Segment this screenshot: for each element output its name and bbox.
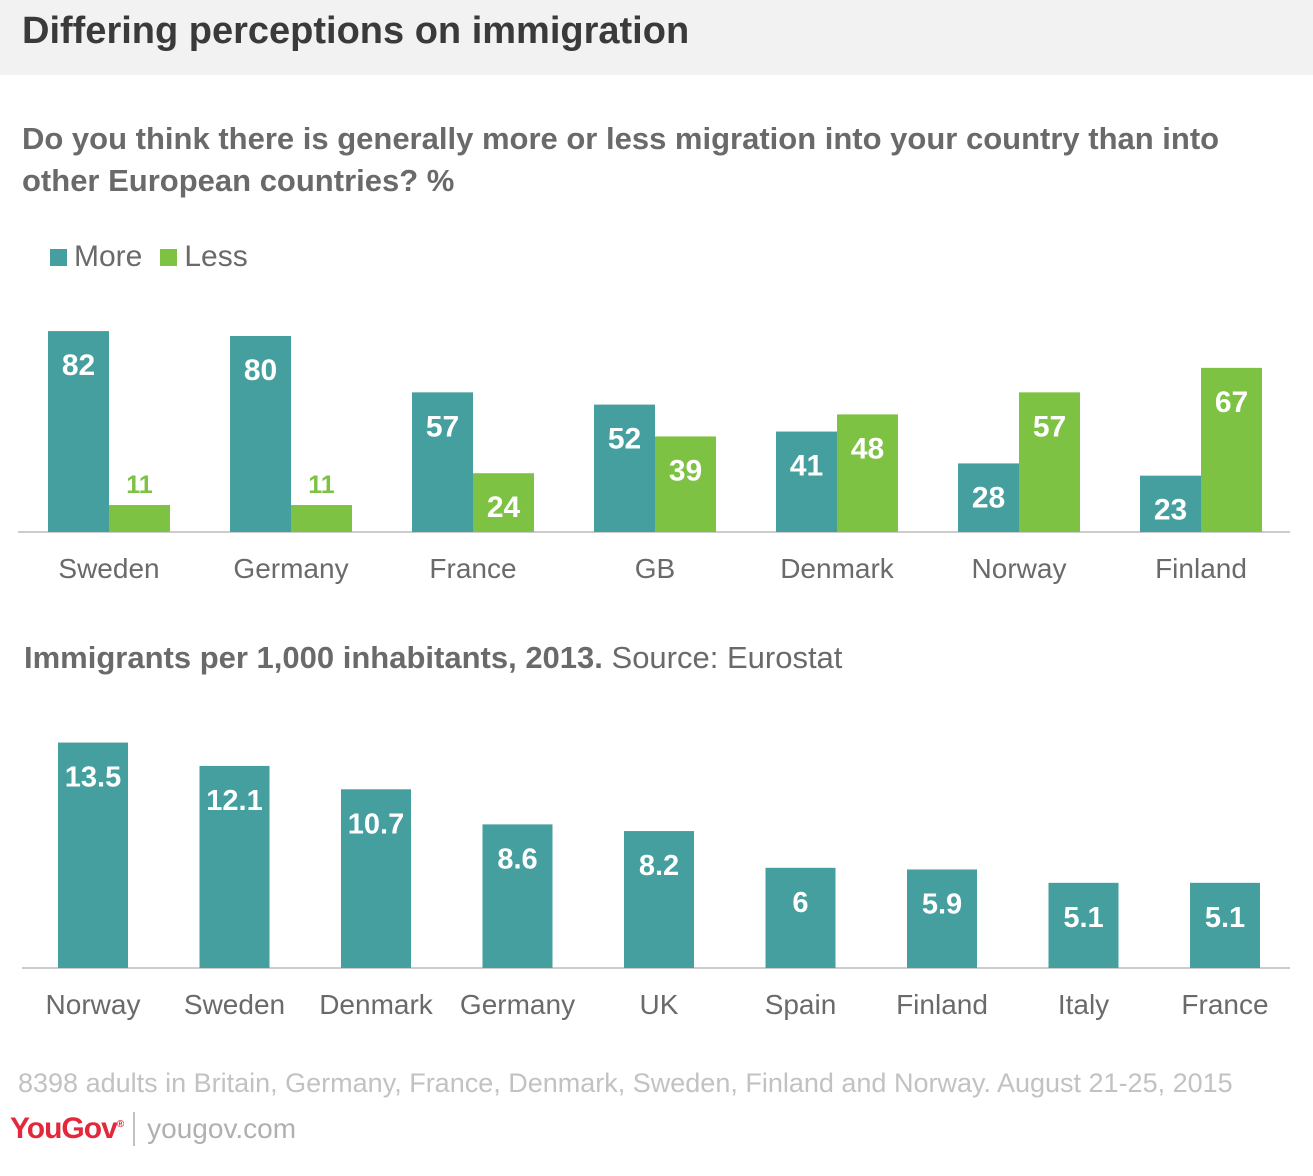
brand-url: yougov.com: [147, 1113, 297, 1144]
data-label-more-gb: 52: [608, 423, 641, 456]
bar-more-denmark: [776, 431, 837, 532]
x-tick-label-gb: GB: [635, 553, 675, 584]
x-tick-label-norway: Norway: [972, 553, 1067, 584]
bar-immigrants-sweden: [199, 765, 270, 968]
x-tick-label-denmark: Denmark: [780, 553, 895, 584]
chart1-question: Do you think there is generally more or …: [22, 121, 1220, 198]
bar-less-denmark: [837, 414, 898, 532]
yougov-logo: YouGov®: [10, 1112, 124, 1145]
legend-label-more: More: [74, 240, 143, 273]
x-tick-label-italy: Italy: [1058, 989, 1109, 1020]
data-label-immigrants-italy: 5.1: [1063, 902, 1103, 934]
x-tick-label-france: France: [1181, 989, 1268, 1020]
bar-immigrants-finland: [907, 869, 977, 968]
footnote: 8398 adults in Britain, Germany, France,…: [18, 1068, 1233, 1098]
bar-more-gb: [594, 404, 655, 532]
bar-less-germany: [291, 505, 352, 532]
data-label-immigrants-germany: 8.6: [497, 843, 537, 875]
x-tick-label-germany: Germany: [460, 989, 575, 1020]
perception-chart: 82 11 Sweden 80 11 Germany 57 24 France 52 39 GB 41 4…: [18, 331, 1290, 584]
data-label-less-finland: 67: [1215, 386, 1248, 419]
bar-immigrants-uk: [624, 831, 694, 968]
data-label-less-gb: 39: [669, 454, 702, 487]
bar-immigrants-norway: [58, 742, 128, 968]
x-tick-label-finland: Finland: [896, 989, 988, 1020]
x-tick-label-denmark: Denmark: [319, 989, 434, 1020]
bar-more-germany: [230, 336, 291, 532]
data-label-immigrants-denmark: 10.7: [348, 808, 404, 840]
data-label-more-denmark: 41: [790, 450, 823, 483]
x-tick-label-norway: Norway: [46, 989, 141, 1020]
data-label-immigrants-sweden: 12.1: [206, 785, 262, 817]
bar-more-finland: [1140, 475, 1201, 532]
chart1-legend: More Less: [50, 240, 266, 274]
bar-less-france: [473, 473, 534, 532]
data-label-immigrants-norway: 13.5: [65, 762, 121, 794]
bar-more-norway: [958, 463, 1019, 532]
x-tick-label-finland: Finland: [1155, 553, 1247, 584]
bar-immigrants-france: [1190, 882, 1260, 968]
bar-immigrants-germany: [482, 824, 553, 968]
immigrants-chart: 13.5 Norway 12.1 Sweden 10.7 Denmark 8.6 German…: [22, 742, 1290, 1020]
data-label-immigrants-spain: 6: [792, 887, 808, 919]
data-label-less-france: 24: [487, 491, 521, 524]
bar-less-finland: [1201, 367, 1262, 532]
chart2-title: Immigrants per 1,000 inhabitants, 2013. …: [24, 640, 842, 676]
bar-less-sweden: [109, 505, 170, 532]
legend-label-less: Less: [184, 240, 248, 273]
logo-text: YouGov: [10, 1112, 118, 1145]
x-tick-label-germany: Germany: [233, 553, 348, 584]
legend-swatch-more: [50, 248, 67, 266]
bar-immigrants-italy: [1048, 882, 1119, 968]
bar-more-france: [412, 392, 473, 532]
data-label-immigrants-finland: 5.9: [922, 888, 962, 920]
chart2-source: Source: Eurostat: [611, 640, 843, 675]
bar-less-gb: [655, 436, 716, 532]
data-label-more-france: 57: [426, 410, 459, 443]
legend-item-more: More: [50, 240, 142, 274]
x-tick-label-france: France: [429, 553, 516, 584]
data-label-more-norway: 28: [972, 481, 1005, 514]
data-label-less-denmark: 48: [851, 432, 884, 465]
brand-bar: YouGov® yougov.com: [10, 1112, 296, 1146]
bar-immigrants-spain: [765, 867, 836, 968]
legend-item-less: Less: [160, 240, 248, 274]
header-band: [0, 0, 1313, 75]
data-label-more-sweden: 82: [62, 349, 95, 382]
data-label-less-sweden: 11: [126, 471, 153, 499]
chart2-title-bold: Immigrants per 1,000 inhabitants, 2013.: [24, 640, 603, 675]
brand-divider: [133, 1112, 136, 1146]
data-label-immigrants-uk: 8.2: [639, 850, 679, 882]
x-tick-label-uk: UK: [640, 989, 679, 1020]
bar-more-sweden: [48, 331, 109, 532]
data-label-less-germany: 11: [308, 471, 335, 499]
data-label-less-norway: 57: [1033, 410, 1066, 443]
bar-less-norway: [1019, 392, 1080, 532]
data-label-more-finland: 23: [1154, 494, 1187, 527]
x-tick-label-sweden: Sweden: [184, 989, 285, 1020]
bar-immigrants-denmark: [341, 789, 411, 968]
x-tick-label-spain: Spain: [765, 989, 837, 1020]
x-tick-label-sweden: Sweden: [58, 553, 159, 584]
data-label-more-germany: 80: [244, 354, 277, 387]
page-title: Differing perceptions on immigration: [22, 10, 690, 52]
data-label-immigrants-france: 5.1: [1205, 902, 1245, 934]
legend-swatch-less: [160, 248, 178, 266]
